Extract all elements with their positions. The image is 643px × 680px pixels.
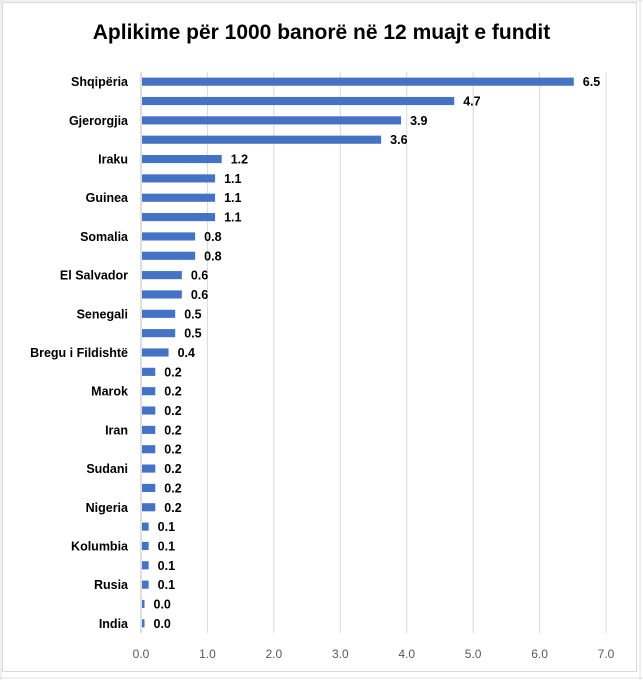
data-label: 0.2 [164,404,181,418]
category-label: Shqipëria [71,75,129,89]
data-label: 4.7 [463,95,480,109]
bar [142,580,149,589]
bar [142,290,182,299]
bar [142,309,176,318]
data-label: 1.2 [231,153,248,167]
data-label: 0.6 [191,288,208,302]
bar [142,329,176,338]
bar [142,367,156,376]
bar [142,77,574,86]
data-label: 0.8 [204,249,221,263]
data-label: 0.2 [164,385,181,399]
bar [142,522,149,531]
bar [142,348,169,357]
data-label: 6.5 [583,75,600,89]
data-label: 0.1 [158,520,175,534]
bar [142,271,182,280]
data-label: 1.1 [224,211,241,225]
bar [142,251,196,260]
category-label: Kolumbia [71,539,129,553]
category-label: Sudani [86,462,128,476]
bar [142,445,156,454]
x-tick-label: 4.0 [398,647,415,661]
data-label: 0.2 [164,481,181,495]
bar [142,483,156,492]
data-label: 0.8 [204,230,221,244]
data-label: 0.1 [158,559,175,573]
category-label: Senegali [77,307,128,321]
x-tick-label: 5.0 [465,647,482,661]
data-label: 0.5 [184,307,201,321]
x-tick-label: 1.0 [199,647,216,661]
data-label: 1.1 [224,191,241,205]
data-label: 0.2 [164,423,181,437]
category-label: Rusia [94,578,129,592]
bar [142,503,156,512]
category-label: Marok [91,385,128,399]
bar-chart-plot: 0.0 1.0 2.0 3.0 4.0 5.0 6.0 7.0 6.5 Shqipëria 4.7 3… [30,72,615,661]
category-label: Gjerorgjia [69,114,129,128]
data-label: 0.4 [178,346,195,360]
category-label: Iraku [98,153,128,167]
category-label: El Salvador [60,269,128,283]
data-label: 3.9 [410,114,427,128]
category-label: Iran [105,423,128,437]
data-label: 1.1 [224,172,241,186]
bar [142,619,145,628]
bar [142,425,156,434]
chart-area[interactable]: Aplikime për 1000 banorë në 12 muajt e f… [2,2,637,672]
bar [142,213,216,222]
data-label: 0.6 [191,269,208,283]
x-tick-label: 0.0 [133,647,150,661]
bar [142,599,145,609]
category-label: Guinea [86,191,129,205]
data-label: 0.2 [164,462,181,476]
data-label: 3.6 [390,133,407,147]
bar [142,464,156,473]
bar [142,193,216,202]
bar [142,96,455,106]
bar [142,232,196,241]
category-label: Somalia [80,230,129,244]
category-label: Bregu i Fildishtë [30,346,128,360]
x-tick-label: 2.0 [266,647,283,661]
data-label: 0.1 [158,539,175,553]
data-label: 0.2 [164,365,181,379]
bar [142,561,149,570]
category-label: Nigeria [86,501,129,515]
chart-title: Aplikime për 1000 banorë në 12 muajt e f… [92,21,551,44]
bar [142,154,222,164]
category-label: India [99,617,129,631]
data-label: 0.1 [158,578,175,592]
bar [142,541,149,551]
x-tick-label: 6.0 [531,647,548,661]
bar [142,174,216,183]
bar [142,116,402,125]
data-label: 0.2 [164,443,181,457]
bar [142,406,156,415]
x-tick-label: 7.0 [598,647,615,661]
bar [142,135,382,144]
x-tick-label: 3.0 [332,647,349,661]
data-label: 0.0 [154,597,171,611]
bar [142,387,156,396]
data-label: 0.0 [154,617,171,631]
data-label: 0.5 [184,327,201,341]
data-label: 0.2 [164,501,181,515]
